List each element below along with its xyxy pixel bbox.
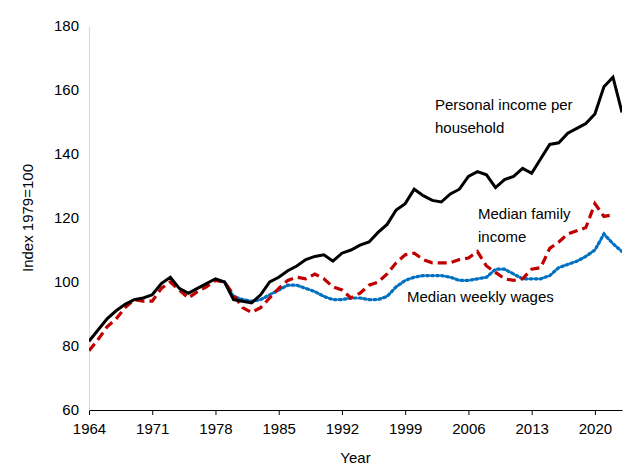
x-tick-mark — [279, 410, 280, 415]
x-tick: 1971 — [136, 410, 169, 437]
y-tick: 180 — [54, 17, 89, 34]
x-tick-mark — [405, 410, 406, 415]
x-tick-mark — [342, 410, 343, 415]
x-axis-line — [90, 410, 623, 411]
y-axis: 60 80 100 120 140 160 180 — [54, 17, 90, 418]
x-tick-label: 1992 — [326, 420, 359, 437]
x-tick: 1999 — [389, 410, 422, 437]
y-tick-label: 60 — [62, 401, 79, 418]
y-tick-label: 160 — [54, 81, 79, 98]
y-axis-line — [89, 27, 90, 411]
x-axis-title: Year — [340, 449, 370, 466]
series-line — [89, 204, 613, 351]
x-tick-mark — [215, 410, 216, 415]
y-tick: 60 — [62, 401, 89, 418]
y-tick-label: 100 — [54, 273, 79, 290]
x-tick: 1985 — [263, 410, 296, 437]
x-tick-mark — [89, 410, 90, 415]
series-label: Median familyincome — [478, 205, 571, 245]
x-tick-label: 1978 — [199, 420, 232, 437]
y-tick-label: 180 — [54, 17, 79, 34]
y-tick-label: 80 — [62, 337, 79, 354]
x-tick-mark — [532, 410, 533, 415]
chart: 1964 1971 1978 1985 1992 1999 2006 2013 2020 60 80… — [0, 0, 641, 469]
y-tick-label: 120 — [54, 209, 79, 226]
y-tick-label: 140 — [54, 145, 79, 162]
x-tick-mark — [595, 410, 596, 415]
x-axis: 1964 1971 1978 1985 1992 1999 2006 2013 2020 — [73, 410, 623, 437]
series-label: Personal income perhousehold — [435, 96, 573, 136]
x-tick: 1978 — [199, 410, 232, 437]
y-axis-title: Index 1979=100 — [19, 164, 36, 272]
x-tick-mark — [468, 410, 469, 415]
y-tick: 80 — [62, 337, 89, 354]
x-tick: 2013 — [515, 410, 548, 437]
y-tick: 160 — [54, 81, 89, 98]
y-tick: 140 — [54, 145, 89, 162]
x-tick-label: 1985 — [263, 420, 296, 437]
x-tick: 1992 — [326, 410, 359, 437]
series-line — [89, 77, 622, 341]
x-tick-label: 2013 — [515, 420, 548, 437]
x-tick-label: 1971 — [136, 420, 169, 437]
x-tick: 2006 — [452, 410, 485, 437]
y-tick: 120 — [54, 209, 89, 226]
y-tick: 100 — [54, 273, 89, 290]
x-tick-label: 2020 — [579, 420, 612, 437]
x-tick: 2020 — [579, 410, 612, 437]
x-tick-label: 1964 — [73, 420, 106, 437]
x-tick-mark — [152, 410, 153, 415]
x-tick-label: 1999 — [389, 420, 422, 437]
series-label: Median weekly wages — [407, 288, 554, 305]
x-tick-label: 2006 — [452, 420, 485, 437]
plot-area — [89, 77, 622, 351]
